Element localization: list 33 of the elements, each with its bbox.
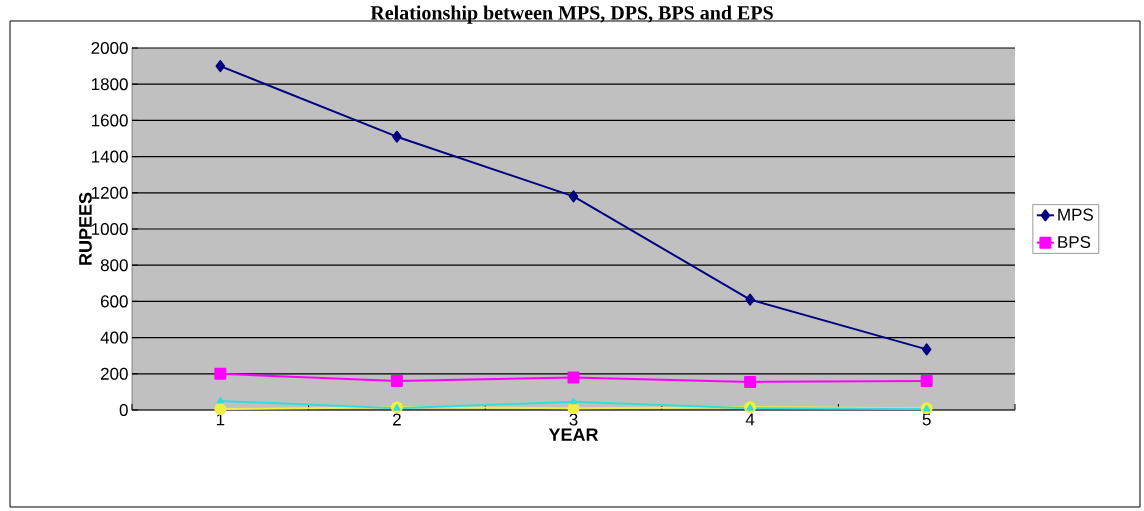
point [214,367,227,380]
point [744,375,757,388]
point [921,343,932,356]
point [569,397,578,405]
x-tick-label: 1 [216,413,225,426]
y-tick-label: 1400 [91,150,128,163]
legend-label: BPS [1058,235,1091,249]
y-tick-label: 1600 [91,114,128,127]
point [392,130,402,143]
y-tick-label: 1200 [91,186,128,199]
point [568,190,579,203]
x-axis-title: YEAR [548,428,599,441]
y-tick-label: 400 [100,331,128,344]
y-tick-label: 0 [119,403,128,417]
point [215,60,226,73]
point [214,403,227,416]
y-tick-label: 600 [100,295,128,308]
legend-label: MPS [1058,208,1093,221]
x-tick-label: 2 [393,413,401,426]
point [920,375,933,388]
y-tick-label: 2000 [91,41,128,55]
x-tick-label: 4 [745,413,755,426]
point [390,375,403,388]
y-tick-label: 1000 [91,222,128,236]
y-axis-title: RUPEES [79,192,92,265]
point [216,396,224,404]
y-tick-label: 200 [100,367,128,380]
chart-title: Relationship between MPS, DPS, BPS and EPS [370,5,773,24]
point [567,371,580,384]
x-tick-label: 3 [569,413,578,426]
point [745,293,755,306]
y-tick-label: 800 [100,259,128,272]
y-tick-label: 1800 [91,78,128,91]
